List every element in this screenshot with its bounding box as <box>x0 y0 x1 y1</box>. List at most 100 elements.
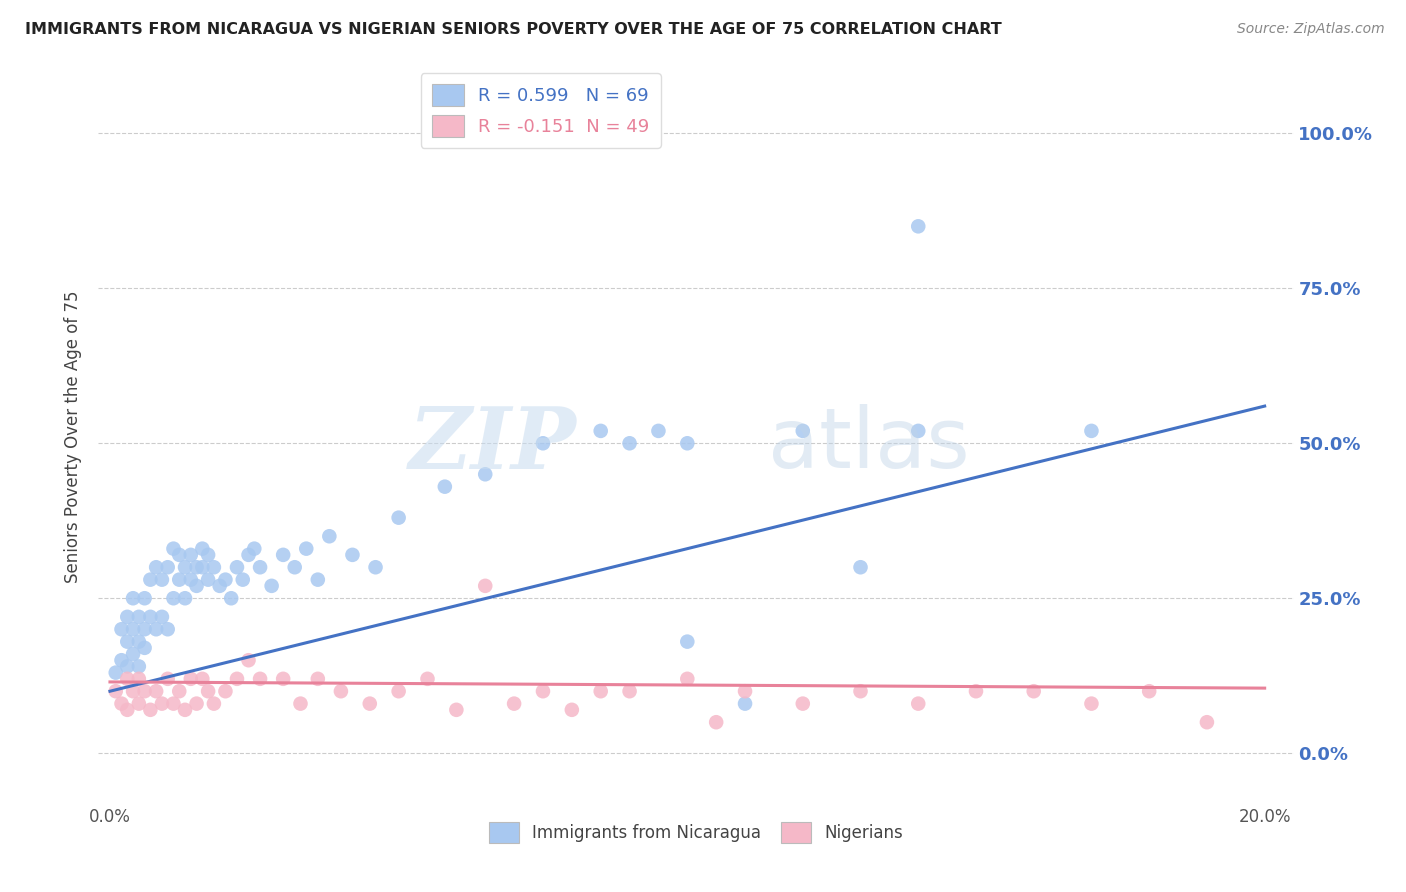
Point <box>232 573 254 587</box>
Point <box>676 672 699 686</box>
Point <box>359 697 381 711</box>
Point <box>174 703 197 717</box>
Point <box>122 591 145 606</box>
Point <box>139 610 162 624</box>
Point <box>446 703 468 717</box>
Point <box>214 684 236 698</box>
Point <box>318 529 340 543</box>
Point <box>122 622 145 636</box>
Point <box>249 672 271 686</box>
Point <box>364 560 387 574</box>
Point <box>117 610 139 624</box>
Point <box>388 684 411 698</box>
Point <box>589 684 612 698</box>
Point <box>907 424 929 438</box>
Text: IMMIGRANTS FROM NICARAGUA VS NIGERIAN SENIORS POVERTY OVER THE AGE OF 75 CORRELA: IMMIGRANTS FROM NICARAGUA VS NIGERIAN SE… <box>25 22 1002 37</box>
Point <box>792 697 814 711</box>
Point <box>202 697 225 711</box>
Point <box>474 579 496 593</box>
Point <box>965 684 987 698</box>
Point <box>260 579 283 593</box>
Point <box>156 560 179 574</box>
Text: ZIP: ZIP <box>409 402 576 486</box>
Point <box>307 573 329 587</box>
Point <box>734 684 756 698</box>
Point <box>249 560 271 574</box>
Point <box>342 548 364 562</box>
Point <box>186 697 208 711</box>
Point <box>162 591 184 606</box>
Point <box>117 672 139 686</box>
Point <box>589 424 612 438</box>
Point <box>110 622 132 636</box>
Point <box>128 697 150 711</box>
Point <box>117 659 139 673</box>
Point <box>474 467 496 482</box>
Point <box>1195 715 1218 730</box>
Point <box>110 697 132 711</box>
Point <box>290 697 312 711</box>
Point <box>186 560 208 574</box>
Point <box>150 610 173 624</box>
Point <box>150 697 173 711</box>
Point <box>243 541 266 556</box>
Point <box>849 684 872 698</box>
Point <box>531 684 554 698</box>
Point <box>271 672 294 686</box>
Point <box>191 541 214 556</box>
Point <box>647 424 669 438</box>
Point <box>219 591 242 606</box>
Point <box>433 480 456 494</box>
Point <box>1080 697 1102 711</box>
Point <box>284 560 307 574</box>
Point <box>104 665 127 680</box>
Point <box>180 573 202 587</box>
Point <box>1080 424 1102 438</box>
Point <box>503 697 526 711</box>
Point <box>295 541 318 556</box>
Text: Source: ZipAtlas.com: Source: ZipAtlas.com <box>1237 22 1385 37</box>
Point <box>197 548 219 562</box>
Point <box>122 684 145 698</box>
Point <box>139 573 162 587</box>
Y-axis label: Seniors Poverty Over the Age of 75: Seniors Poverty Over the Age of 75 <box>65 291 83 583</box>
Point <box>619 436 641 450</box>
Point <box>191 560 214 574</box>
Point <box>156 622 179 636</box>
Point <box>202 560 225 574</box>
Point <box>307 672 329 686</box>
Point <box>162 541 184 556</box>
Point <box>117 703 139 717</box>
Legend: Immigrants from Nicaragua, Nigerians: Immigrants from Nicaragua, Nigerians <box>482 815 910 849</box>
Point <box>139 703 162 717</box>
Point <box>117 634 139 648</box>
Point <box>1137 684 1160 698</box>
Point <box>167 548 190 562</box>
Point <box>174 560 197 574</box>
Point <box>907 219 929 234</box>
Point <box>145 684 167 698</box>
Point <box>619 684 641 698</box>
Point <box>128 634 150 648</box>
Point <box>792 424 814 438</box>
Point <box>388 510 411 524</box>
Point <box>676 634 699 648</box>
Point <box>145 622 167 636</box>
Point <box>1022 684 1045 698</box>
Point <box>191 672 214 686</box>
Point <box>156 672 179 686</box>
Point <box>238 548 260 562</box>
Point <box>734 697 756 711</box>
Point <box>704 715 727 730</box>
Point <box>104 684 127 698</box>
Point <box>238 653 260 667</box>
Point <box>180 548 202 562</box>
Point <box>214 573 236 587</box>
Point <box>150 573 173 587</box>
Point <box>849 560 872 574</box>
Point <box>531 436 554 450</box>
Point <box>167 573 190 587</box>
Point <box>128 672 150 686</box>
Point <box>676 436 699 450</box>
Point <box>145 560 167 574</box>
